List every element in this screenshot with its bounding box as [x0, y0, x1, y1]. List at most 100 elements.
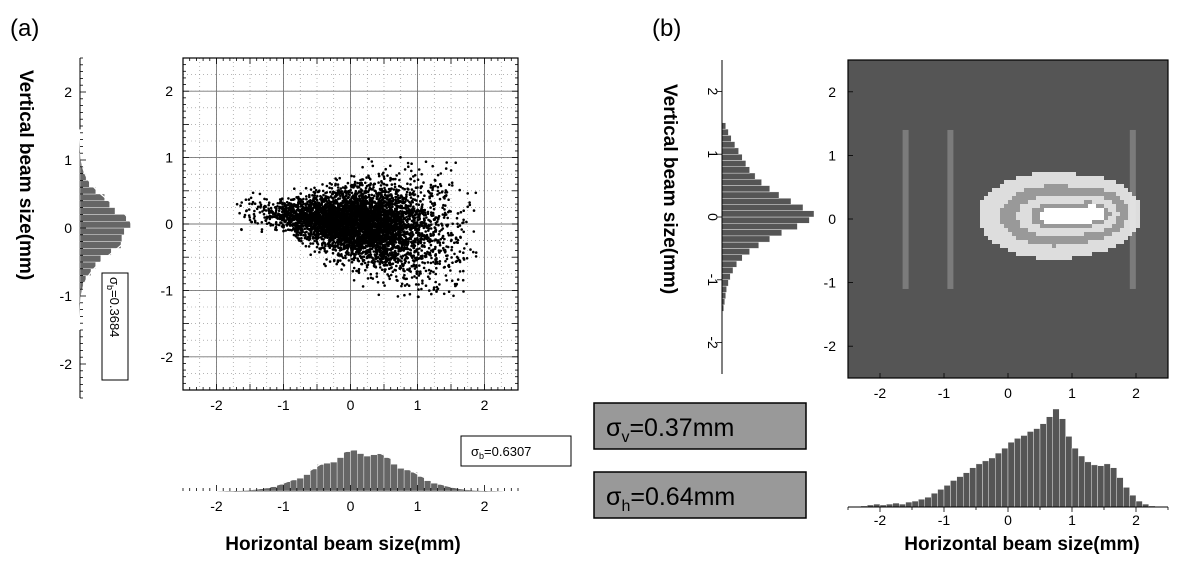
- scatter-point: [444, 259, 447, 263]
- scatter-point: [417, 288, 420, 291]
- scatter-point: [418, 210, 421, 213]
- scatter-point: [462, 209, 466, 212]
- scatter-point: [366, 214, 369, 218]
- scatter-point: [273, 206, 277, 209]
- scatter-point: [413, 244, 416, 247]
- scatter-point: [260, 228, 264, 231]
- scatter-point: [373, 225, 377, 229]
- a-sigma-vertical-label: σb=0.3684: [105, 277, 122, 337]
- scatter-point: [303, 236, 307, 240]
- scatter-point: [401, 233, 404, 236]
- scatter-point: [370, 255, 373, 259]
- scatter-point: [442, 246, 445, 250]
- scatter-point: [402, 217, 406, 221]
- scatter-point: [391, 232, 394, 236]
- scatter-point: [373, 201, 377, 204]
- scatter-point: [408, 236, 411, 240]
- scatter-point: [382, 281, 385, 284]
- scatter-point: [265, 222, 269, 225]
- scatter-point: [394, 177, 397, 181]
- scatter-point: [440, 228, 443, 232]
- scatter-point: [357, 259, 361, 263]
- scatter-point: [435, 289, 438, 292]
- scatter-point: [276, 217, 280, 220]
- scatter-point: [425, 226, 428, 229]
- scatter-point: [379, 235, 383, 239]
- scatter-point: [284, 214, 288, 218]
- scatter-point: [377, 214, 381, 217]
- scatter-point: [444, 167, 448, 170]
- scatter-point: [443, 213, 447, 217]
- scatter-point: [458, 224, 462, 227]
- scatter-point: [342, 264, 346, 267]
- scatter-point: [357, 191, 361, 194]
- scatter-point: [397, 189, 401, 192]
- scatter-point: [300, 204, 304, 207]
- scatter-point: [391, 246, 395, 249]
- scatter-point: [248, 202, 251, 206]
- scatter-point: [375, 272, 379, 275]
- scatter-point: [436, 185, 440, 189]
- scatter-point: [424, 211, 427, 214]
- scatter-point: [347, 231, 351, 235]
- scatter-point: [423, 194, 426, 197]
- a-vhist-bar: [79, 254, 101, 263]
- scatter-point: [408, 233, 411, 236]
- a-vhist-bar: [79, 180, 90, 188]
- scatter-point: [400, 282, 404, 286]
- scatter-point: [389, 247, 392, 251]
- scatter-point: [365, 264, 369, 267]
- scatter-point: [420, 287, 423, 291]
- scatter-point: [424, 213, 428, 217]
- scatter-point: [281, 202, 284, 206]
- scatter-point: [292, 222, 296, 226]
- scatter-point: [411, 234, 414, 237]
- scatter-point: [379, 249, 383, 252]
- scatter-point: [312, 196, 316, 199]
- scatter-point: [339, 220, 342, 224]
- scatter-point: [313, 239, 316, 243]
- scatter-point: [372, 250, 376, 253]
- scatter-point: [408, 267, 412, 270]
- scatter-point: [406, 161, 410, 165]
- scatter-point: [442, 292, 446, 296]
- scatter-point: [384, 167, 388, 171]
- scatter-point: [366, 277, 370, 280]
- scatter-point: [421, 234, 425, 237]
- scatter-point: [339, 187, 343, 190]
- scatter-point: [408, 193, 412, 196]
- scatter-point: [446, 231, 450, 235]
- scatter-point: [409, 203, 413, 206]
- scatter-point: [398, 196, 402, 200]
- scatter-point: [325, 184, 329, 188]
- scatter-point: [456, 222, 459, 226]
- scatter-point: [281, 223, 285, 227]
- scatter-point: [382, 190, 385, 193]
- scatter-point: [411, 215, 415, 219]
- scatter-point: [463, 247, 466, 250]
- scatter-point: [446, 223, 450, 226]
- scatter-point: [267, 203, 271, 207]
- scatter-point: [399, 249, 403, 253]
- scatter-point: [295, 226, 298, 229]
- scatter-point: [420, 224, 424, 228]
- scatter-point: [432, 260, 435, 264]
- scatter-point: [297, 201, 300, 204]
- scatter-point: [427, 236, 430, 239]
- scatter-point: [304, 203, 308, 207]
- scatter-point: [339, 243, 343, 246]
- scatter-point: [302, 219, 306, 222]
- scatter-point: [268, 217, 272, 221]
- scatter-point: [382, 175, 386, 178]
- scatter-point: [383, 177, 386, 180]
- scatter-point: [443, 208, 446, 211]
- scatter-point: [411, 198, 415, 201]
- scatter-point: [317, 210, 320, 213]
- scatter-point: [344, 254, 347, 258]
- scatter-point: [435, 285, 439, 289]
- a-vhist-bar: [79, 261, 96, 270]
- scatter-point: [313, 194, 316, 197]
- scatter-point: [388, 257, 391, 261]
- scatter-point: [324, 244, 327, 248]
- scatter-point: [383, 188, 387, 192]
